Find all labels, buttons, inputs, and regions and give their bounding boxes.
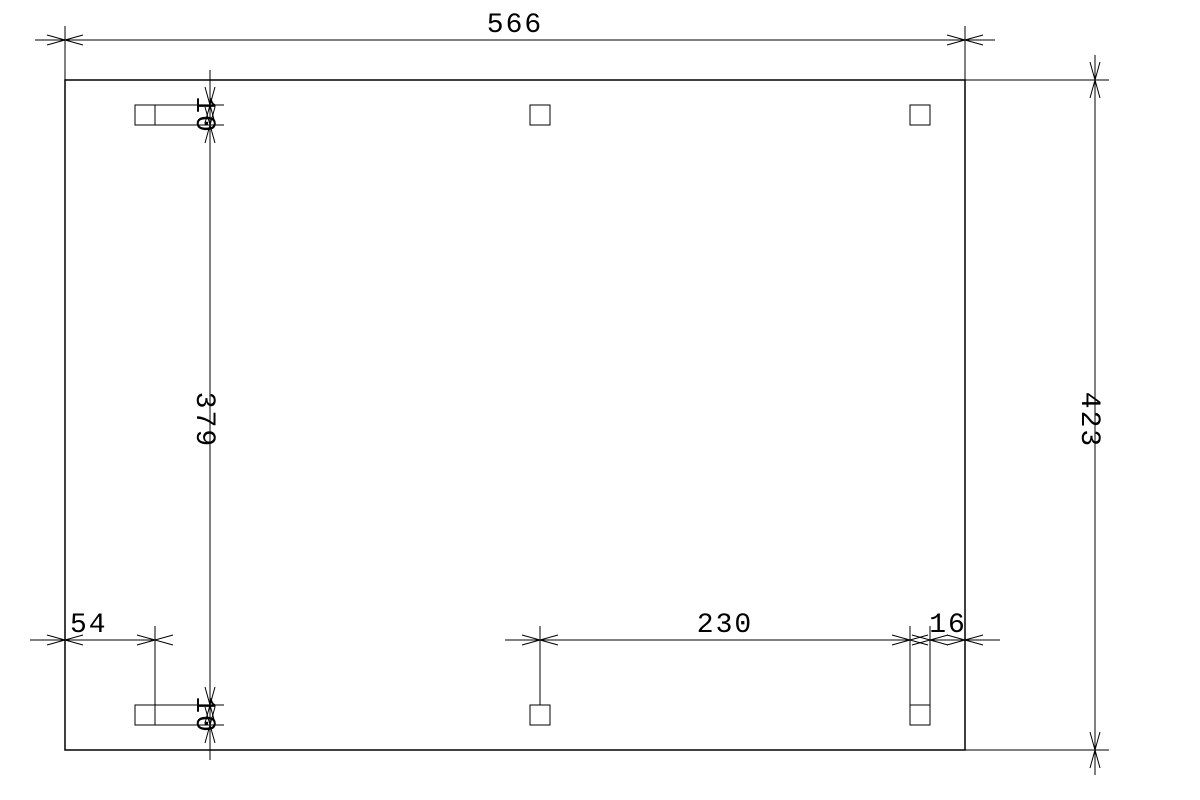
dim-230-label: 230 [697,610,753,641]
dim-379-label: 379 [188,392,219,448]
post-square [135,105,155,125]
technical-drawing: 566 423 379 10 10 54 230 16 [0,0,1200,800]
post-square [910,105,930,125]
post-square [530,705,550,725]
dim-10-top-label: 10 [188,96,219,134]
dim-566-label: 566 [487,10,543,41]
post-square [530,105,550,125]
dim-54-label: 54 [70,610,108,641]
dim-10-bottom-label: 10 [188,696,219,734]
dim-423-label: 423 [1073,392,1104,448]
dim-16-label: 16 [929,610,967,641]
post-square [910,705,930,725]
post-square [135,705,155,725]
posts-group [135,105,930,725]
